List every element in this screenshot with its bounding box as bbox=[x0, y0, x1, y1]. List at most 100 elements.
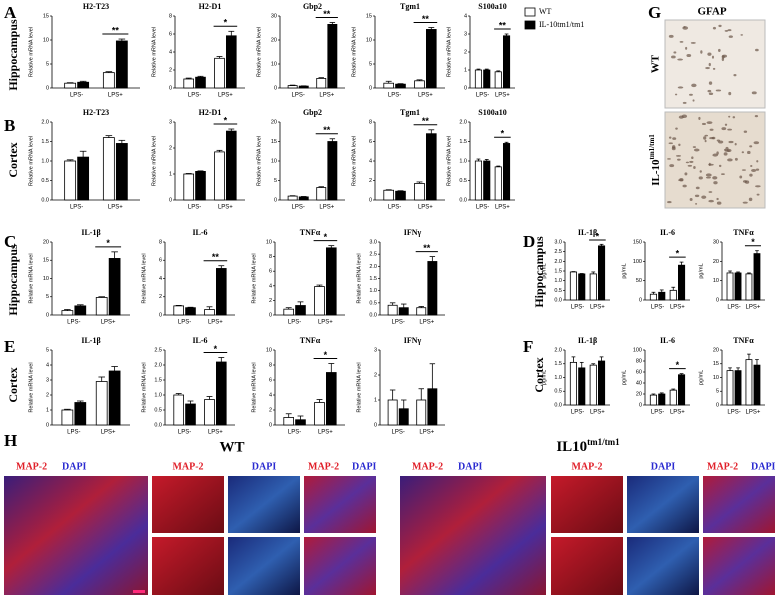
x-tick-label: LPS+ bbox=[218, 93, 233, 99]
gfap-cell bbox=[693, 148, 700, 152]
bar bbox=[316, 78, 327, 89]
gfap-cell bbox=[708, 92, 714, 96]
bar bbox=[214, 151, 225, 201]
error-bar bbox=[651, 393, 656, 396]
gfap-cell bbox=[693, 166, 696, 170]
significance-label: ** bbox=[212, 252, 220, 262]
y-tick-label: 20 bbox=[713, 259, 719, 265]
x-tick-label: LPS+ bbox=[746, 410, 761, 416]
bar bbox=[734, 370, 742, 406]
y-tick-label: 2 bbox=[169, 145, 172, 151]
y-tick-label: 0.0 bbox=[369, 312, 377, 318]
error-bar bbox=[484, 159, 489, 161]
bar bbox=[325, 247, 337, 316]
x-tick-label: LPS+ bbox=[590, 305, 605, 311]
y-tick-label: 100 bbox=[633, 259, 642, 265]
gfap-cell bbox=[708, 199, 714, 203]
x-tick-label: LPS- bbox=[292, 93, 305, 99]
gfap-image bbox=[664, 19, 766, 109]
gfap-cell bbox=[715, 89, 722, 92]
y-tick-label: 8 bbox=[269, 254, 272, 260]
gfap-cell bbox=[701, 122, 707, 125]
gfap-cell bbox=[692, 99, 695, 102]
y-axis-label: Relative mRNA level bbox=[251, 362, 257, 412]
bar bbox=[427, 388, 438, 426]
bar bbox=[598, 245, 606, 301]
bar bbox=[64, 82, 77, 89]
bar bbox=[204, 309, 215, 316]
error-bar bbox=[755, 250, 759, 254]
y-tick-label: 0.0 bbox=[554, 402, 562, 408]
x-tick-label: LPS+ bbox=[418, 93, 433, 99]
row-label: Cortex bbox=[6, 142, 20, 177]
y-tick-label: 1.5 bbox=[554, 268, 562, 274]
y-tick-label: 2.5 bbox=[369, 252, 377, 258]
bar bbox=[77, 156, 90, 201]
gfap-cell bbox=[689, 160, 694, 163]
gfap-cell bbox=[749, 173, 753, 177]
bar bbox=[77, 81, 90, 89]
gfap-cell bbox=[672, 137, 677, 140]
y-tick-label: 4 bbox=[46, 362, 49, 368]
x-tick-label: LPS- bbox=[70, 205, 83, 211]
gfap-cell bbox=[709, 128, 714, 131]
error-bar bbox=[64, 408, 71, 410]
bar bbox=[215, 361, 227, 426]
bar bbox=[398, 408, 409, 426]
gfap-cell bbox=[674, 93, 678, 96]
error-bar bbox=[216, 149, 223, 152]
y-tick-label: 1 bbox=[464, 67, 467, 73]
gfap-cell bbox=[755, 168, 760, 171]
y-tick-label: 50 bbox=[636, 278, 642, 284]
micro-image bbox=[627, 476, 699, 533]
gfap-cell bbox=[705, 176, 711, 179]
significance-label: ** bbox=[499, 20, 507, 30]
bar bbox=[183, 78, 195, 89]
x-tick-label: LPS- bbox=[288, 320, 301, 326]
gfap-cell bbox=[698, 176, 703, 180]
significance-label: * bbox=[501, 129, 505, 139]
y-tick-label: 20 bbox=[43, 239, 49, 245]
image-label: MAP-2 bbox=[707, 461, 738, 472]
chart-title: H2-D1 bbox=[199, 2, 222, 11]
error-bar bbox=[329, 138, 336, 142]
bar bbox=[287, 195, 298, 201]
panel-letter: B bbox=[4, 116, 15, 135]
significance-label: ** bbox=[112, 25, 120, 35]
y-tick-label: 0 bbox=[269, 422, 272, 428]
error-bar bbox=[484, 68, 489, 70]
error-bar bbox=[79, 80, 87, 83]
error-bar bbox=[197, 170, 204, 172]
gfap-cell bbox=[747, 150, 751, 155]
y-tick-label: 10 bbox=[266, 239, 272, 245]
gfap-cell bbox=[708, 191, 713, 193]
gfap-cell bbox=[704, 139, 707, 143]
gfap-cell bbox=[718, 24, 722, 28]
error-bar bbox=[679, 261, 684, 266]
x-tick-label: LPS+ bbox=[318, 430, 333, 436]
error-bar bbox=[98, 376, 105, 382]
x-tick-label: LPS+ bbox=[108, 205, 123, 211]
x-tick-label: LPS+ bbox=[208, 430, 223, 436]
error-bar bbox=[316, 399, 323, 403]
gfap-cell bbox=[756, 160, 759, 163]
significance-label: ** bbox=[422, 116, 430, 126]
gfap-cell bbox=[728, 115, 731, 118]
error-bar bbox=[66, 159, 74, 161]
error-bar bbox=[111, 251, 118, 259]
x-tick-label: LPS- bbox=[67, 320, 80, 326]
gfap-cell bbox=[716, 197, 719, 201]
gfap-cell bbox=[682, 101, 687, 104]
bar bbox=[325, 372, 337, 426]
gfap-cell bbox=[734, 157, 738, 161]
y-tick-label: 150 bbox=[633, 239, 642, 245]
gfap-cell bbox=[721, 54, 727, 58]
image-label: MAP-2 bbox=[412, 461, 443, 472]
y-tick-label: 1.5 bbox=[41, 139, 49, 145]
gfap-cell bbox=[741, 151, 745, 154]
bar bbox=[416, 307, 427, 316]
y-tick-label: 3.0 bbox=[369, 239, 377, 245]
y-tick-label: 4 bbox=[464, 13, 467, 19]
bar bbox=[494, 71, 502, 89]
y-tick-label: 0.5 bbox=[154, 407, 162, 413]
